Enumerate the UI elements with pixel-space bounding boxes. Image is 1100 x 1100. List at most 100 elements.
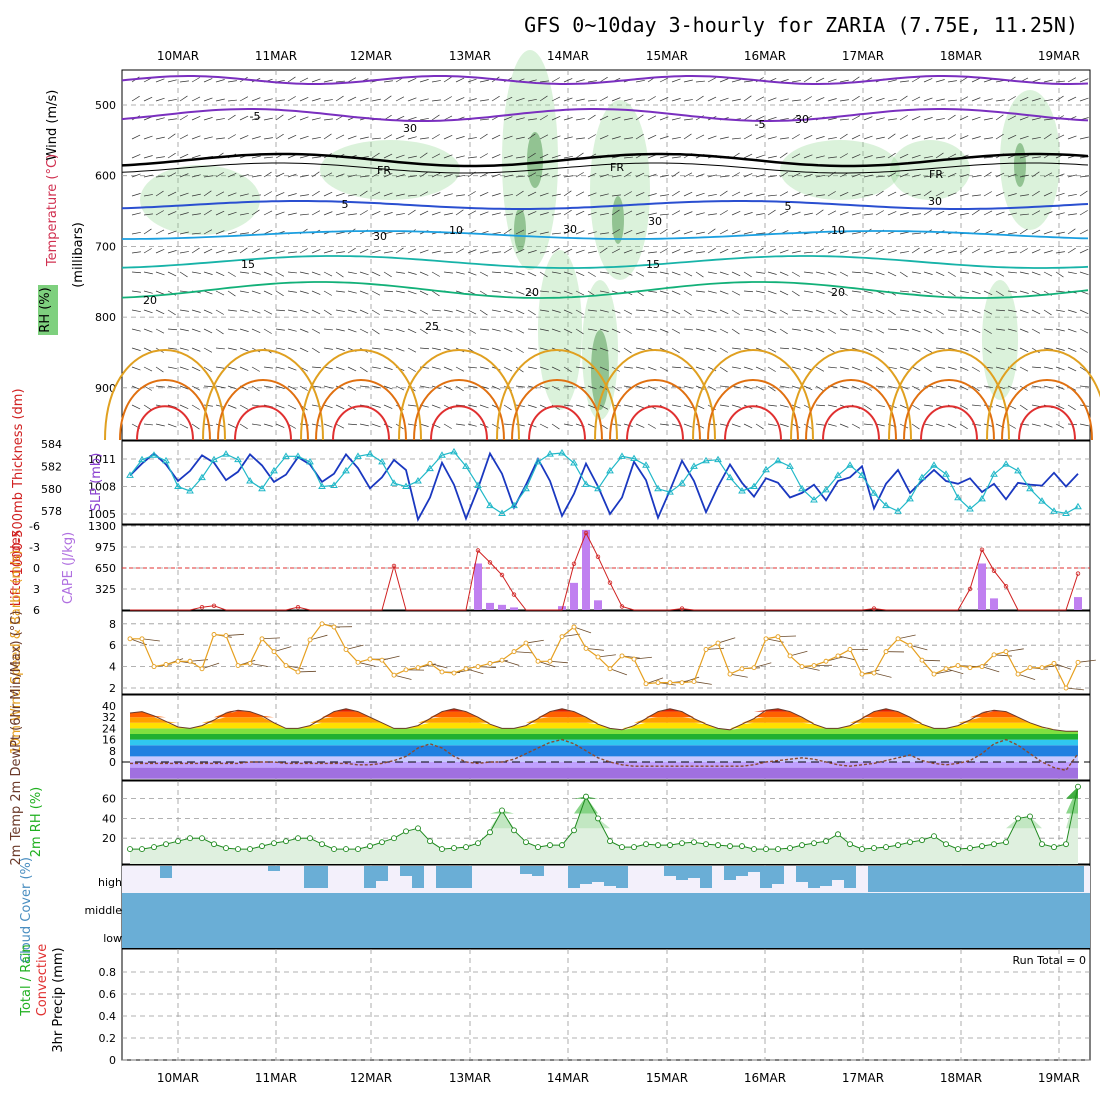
wind-barb <box>1019 328 1029 333</box>
wind-barb <box>263 309 273 315</box>
wind-barb <box>1043 385 1053 389</box>
wind-barb <box>1055 423 1065 429</box>
cape-tick: 975 <box>95 541 116 554</box>
wind-barb <box>503 271 513 275</box>
wind-barb <box>803 328 813 332</box>
surface-heat-contour <box>136 405 194 441</box>
wind-barb <box>1007 290 1017 293</box>
wind-barb <box>251 309 261 314</box>
wind-barb <box>287 366 297 371</box>
sfc-wind-barb <box>549 660 568 664</box>
wind-speed-point <box>247 660 253 666</box>
wind-barb <box>899 231 909 235</box>
rh-point <box>1015 815 1021 822</box>
wind-barb <box>179 173 189 178</box>
wind-barb <box>863 290 873 294</box>
cape-bar <box>990 598 998 610</box>
wind-barb <box>155 156 165 159</box>
wind-barb <box>395 135 405 140</box>
wind-barb <box>1043 250 1053 254</box>
sfc-wind-barb <box>573 626 592 634</box>
wind-barb <box>539 134 549 140</box>
rh-point <box>787 845 793 852</box>
wind-barb <box>551 96 561 102</box>
wind-barb <box>347 423 357 426</box>
thickness-point <box>186 487 194 494</box>
wind-barb <box>383 250 393 254</box>
thickness-point <box>906 494 914 502</box>
wind-barb <box>347 193 357 197</box>
sfc-wind-barb <box>513 651 532 654</box>
wind-barb <box>767 290 777 295</box>
wind-barb <box>407 194 417 197</box>
thickness-point <box>870 489 878 496</box>
wind-speed-point <box>799 664 805 670</box>
wind-speed-point <box>1075 659 1081 665</box>
date-label-top: 10MAR <box>157 49 199 63</box>
thickness-point <box>798 484 806 492</box>
wind-barb <box>1043 230 1053 235</box>
cape-bar <box>474 563 482 610</box>
wind-barb <box>539 271 548 278</box>
wind-barb <box>1031 249 1041 254</box>
contour-label: 5 <box>785 200 792 213</box>
wind-barb <box>623 347 632 354</box>
wind-barb <box>371 328 380 335</box>
cloud-level-label: high <box>98 876 122 889</box>
wind-barb <box>371 172 380 178</box>
high-cloud-bar <box>592 866 604 882</box>
wind-barb <box>419 152 428 159</box>
wind-barb <box>407 248 417 254</box>
wind-barb <box>287 328 297 332</box>
wind-barb <box>1007 232 1017 235</box>
wind-barb <box>875 404 885 407</box>
wind-barb <box>887 172 897 178</box>
temp-band <box>130 739 1078 746</box>
wind-barb <box>707 193 717 197</box>
wind-barb <box>731 309 740 315</box>
wind-barb <box>239 423 248 430</box>
wind-barb <box>767 423 777 426</box>
temperature-contour <box>122 230 1089 240</box>
wind-barb <box>923 97 933 102</box>
wind-barb <box>503 155 513 159</box>
temp-tick: 40 <box>102 700 116 713</box>
wind-barb <box>539 212 549 216</box>
wind-barb <box>947 423 957 429</box>
wind-barb <box>131 328 141 332</box>
wind-barb <box>623 171 632 178</box>
wind-speed-point <box>943 666 949 672</box>
wind-barb <box>755 385 765 391</box>
wind-speed-point <box>751 665 757 671</box>
wind-barb <box>851 95 860 102</box>
wind-barb <box>611 385 620 392</box>
wind-barb <box>191 271 201 274</box>
thickness-point <box>918 473 926 481</box>
wind-barb <box>311 309 321 315</box>
temp-tick: 24 <box>102 722 116 735</box>
wind-barb <box>503 366 513 372</box>
wind-barb <box>635 79 645 83</box>
wind-barb <box>239 232 249 235</box>
wind-barb <box>851 173 861 178</box>
wind-barb <box>935 366 945 369</box>
wind-barb <box>431 366 441 370</box>
surface-heat-contour <box>920 405 978 441</box>
wind-barb <box>611 194 621 197</box>
wind-barb <box>1055 80 1065 83</box>
wind-barb <box>359 309 369 314</box>
temp-band <box>130 734 1078 740</box>
wind-barb <box>851 423 861 429</box>
wind-barb <box>911 366 921 372</box>
wind-barb <box>239 290 249 294</box>
wind-barb <box>887 328 897 331</box>
wind-barb <box>167 250 177 254</box>
wind-barb <box>647 385 657 390</box>
wind-barb <box>431 134 440 140</box>
wind-barb <box>875 175 885 178</box>
wind-barb <box>383 212 393 216</box>
wind-barb <box>539 173 549 178</box>
thickness-point <box>1050 507 1058 514</box>
wind-barb <box>1007 173 1017 178</box>
thickness-point <box>570 459 578 466</box>
